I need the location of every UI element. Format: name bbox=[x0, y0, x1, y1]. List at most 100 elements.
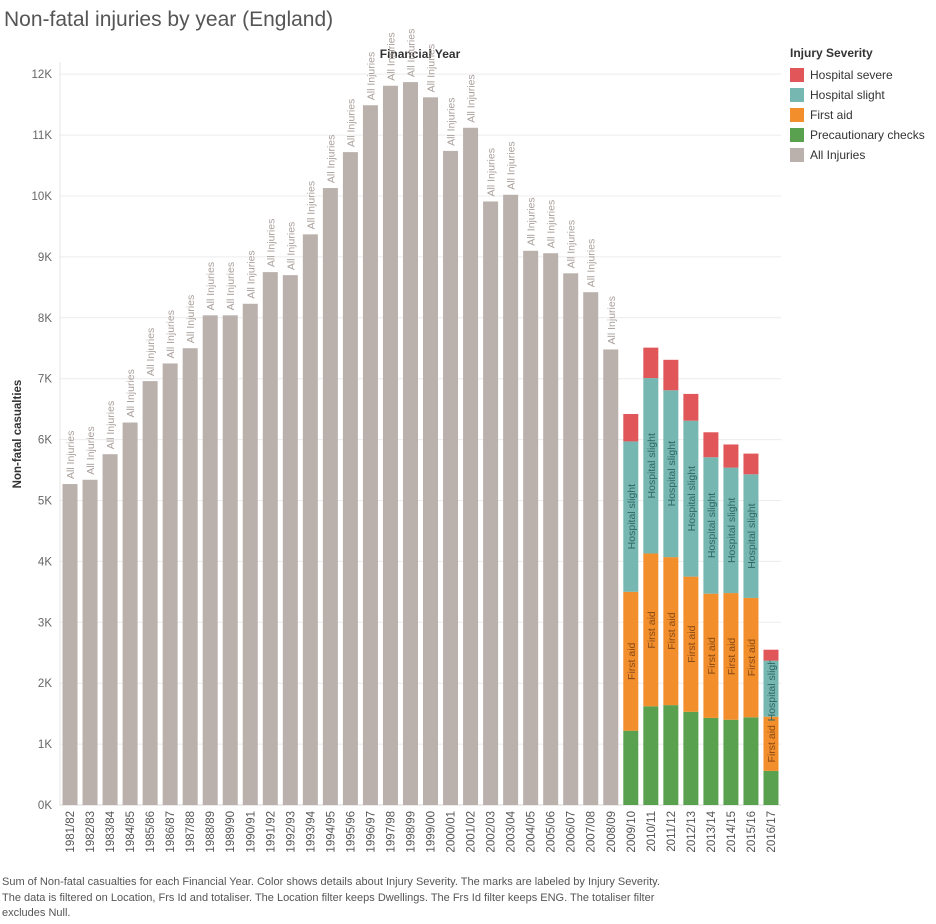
bar-segment-all-injuries bbox=[182, 348, 198, 805]
y-tick-label: 12K bbox=[32, 69, 53, 81]
bar-segment-all-injuries bbox=[82, 479, 98, 805]
bar-label: Hospital slight bbox=[706, 493, 718, 558]
bar-segment-all-injuries bbox=[302, 234, 318, 806]
bar-label: All Injuries bbox=[606, 296, 618, 344]
bar-segment-hospital-severe bbox=[763, 649, 779, 661]
bar-segment-all-injuries bbox=[483, 201, 499, 806]
x-tick-label: 2000/01 bbox=[446, 811, 458, 853]
bar-label: Hospital slight bbox=[666, 441, 678, 506]
bar-segment-hospital-severe bbox=[703, 432, 719, 458]
bar-segment-hospital-slight bbox=[683, 420, 699, 577]
bar-segment-all-injuries bbox=[162, 363, 178, 805]
bar-label: All Injuries bbox=[145, 328, 157, 376]
y-tick-label: 5K bbox=[38, 495, 52, 507]
bar-label: All Injuries bbox=[486, 148, 498, 196]
bar-segment-all-injuries bbox=[342, 152, 358, 806]
x-tick-label: 2009/10 bbox=[626, 811, 638, 853]
x-tick-label: 1999/00 bbox=[426, 811, 438, 853]
bar-segment-first-aid bbox=[663, 557, 679, 706]
x-tick-label: 1984/85 bbox=[125, 811, 137, 853]
legend-label: Hospital severe bbox=[810, 68, 893, 82]
y-tick-label: 2K bbox=[38, 678, 52, 690]
x-tick-label: 1994/95 bbox=[325, 811, 337, 853]
legend-label: First aid bbox=[810, 108, 853, 122]
legend-label: All Injuries bbox=[810, 148, 866, 162]
y-axis-title: Non-fatal casualties bbox=[12, 380, 24, 489]
x-tick-label: 2002/03 bbox=[486, 811, 498, 853]
bar-segment-hospital-slight bbox=[703, 457, 719, 594]
legend-label: Precautionary checks bbox=[810, 128, 925, 142]
bar-label: All Injuries bbox=[446, 97, 458, 145]
x-tick-label: 2010/11 bbox=[646, 811, 658, 852]
x-tick-label: 1990/91 bbox=[245, 811, 257, 853]
bar-label: All Injuries bbox=[466, 74, 478, 122]
bar-label: All Injuries bbox=[506, 141, 518, 189]
bar-segment-all-injuries bbox=[222, 315, 238, 805]
bar-chart: 0K 1K 2K 3K 4K 5K 6K 7K 8K 9K 10K 11K 12K Non-fatal c… bbox=[12, 29, 781, 853]
bar-label: All Injuries bbox=[566, 220, 578, 268]
bar-label: First aid bbox=[686, 625, 698, 663]
legend-item-precautionary-checks[interactable]: Precautionary checks bbox=[790, 125, 925, 145]
legend-label: Hospital slight bbox=[810, 88, 885, 102]
x-tick-label: 2011/12 bbox=[666, 811, 678, 852]
bar-segment-all-injuries bbox=[583, 292, 599, 805]
caption-line: The data is filtered on Location, Frs Id… bbox=[2, 891, 655, 904]
bar-segment-precautionary-checks bbox=[703, 717, 719, 805]
bar-label: First aid bbox=[626, 642, 638, 680]
y-tick-label: 10K bbox=[32, 191, 53, 203]
x-tick-label: 1985/86 bbox=[145, 811, 157, 853]
bar-segment-first-aid bbox=[643, 553, 659, 707]
bar-segment-hospital-slight bbox=[743, 474, 759, 598]
bar-segment-hospital-slight bbox=[623, 441, 639, 592]
bar-segment-all-injuries bbox=[382, 85, 398, 805]
legend-item-first-aid[interactable]: First aid bbox=[790, 105, 925, 125]
bar-segment-first-aid bbox=[723, 593, 739, 720]
chart-title: Non-fatal injuries by year (England) bbox=[4, 8, 334, 31]
y-tick-label: 0K bbox=[38, 800, 52, 812]
bar-segment-all-injuries bbox=[322, 188, 338, 805]
bar-label: All Injuries bbox=[85, 426, 97, 474]
x-tick-label: 2003/04 bbox=[506, 810, 518, 852]
x-tick-label: 1998/99 bbox=[405, 811, 417, 853]
x-tick-label: 2006/07 bbox=[566, 811, 578, 853]
bar-segment-first-aid bbox=[703, 593, 719, 718]
bar-label: All Injuries bbox=[265, 219, 277, 267]
bar-label: First aid bbox=[766, 725, 778, 763]
bar-segment-hospital-severe bbox=[683, 393, 699, 421]
bar-label: All Injuries bbox=[526, 197, 538, 245]
bar-segment-all-injuries bbox=[122, 422, 138, 805]
bar-segment-all-injuries bbox=[503, 194, 519, 806]
bar-label: All Injuries bbox=[426, 44, 438, 92]
bar-segment-all-injuries bbox=[142, 381, 158, 805]
bar-segment-precautionary-checks bbox=[723, 719, 739, 805]
x-tick-label: 2013/14 bbox=[706, 810, 718, 852]
bar-segment-precautionary-checks bbox=[763, 770, 779, 805]
bar-label: First aid bbox=[646, 611, 658, 649]
y-tick-label: 1K bbox=[38, 739, 52, 751]
bar-label: All Injuries bbox=[305, 181, 317, 229]
x-tick-label: 1995/96 bbox=[345, 811, 357, 853]
legend-item-hospital-slight[interactable]: Hospital slight bbox=[790, 85, 925, 105]
bar-segment-all-injuries bbox=[282, 275, 298, 805]
x-tick-label: 1992/93 bbox=[285, 811, 297, 853]
bar-label: All Injuries bbox=[165, 310, 177, 358]
legend-item-all-injuries[interactable]: All Injuries bbox=[790, 145, 925, 165]
x-tick-label: 2004/05 bbox=[526, 811, 538, 853]
bar-segment-first-aid bbox=[763, 716, 779, 771]
x-tick-label: 1982/83 bbox=[85, 811, 97, 853]
x-tick-label: 1991/92 bbox=[265, 811, 277, 853]
bar-segment-all-injuries bbox=[402, 82, 418, 806]
bar-segment-all-injuries bbox=[202, 315, 218, 805]
legend-item-hospital-severe[interactable]: Hospital severe bbox=[790, 65, 925, 85]
bar-segment-hospital-slight bbox=[643, 378, 659, 554]
x-tick-label: 1987/88 bbox=[185, 811, 197, 853]
bar-label: All Injuries bbox=[125, 369, 137, 417]
x-tick-label: 2012/13 bbox=[686, 811, 698, 853]
bar-segment-all-injuries bbox=[443, 150, 459, 806]
y-tick-label: 11K bbox=[32, 130, 52, 142]
bar-segment-hospital-slight bbox=[723, 467, 739, 594]
bar-segment-all-injuries bbox=[102, 454, 118, 805]
bar-label: First aid bbox=[706, 637, 718, 675]
bar-segment-all-injuries bbox=[242, 303, 258, 805]
bar-label: All Injuries bbox=[205, 262, 217, 310]
